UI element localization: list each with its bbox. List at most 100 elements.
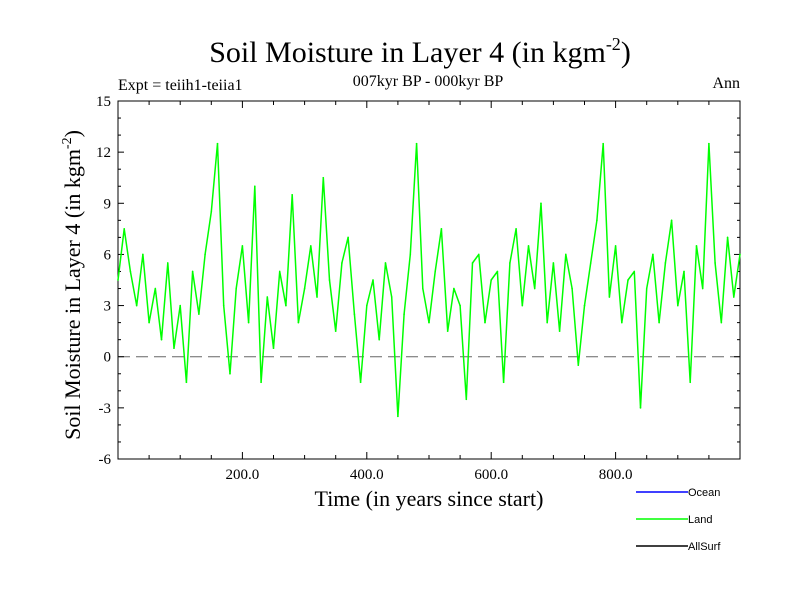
data-point [415, 142, 418, 145]
plot-frame [117, 100, 741, 460]
series-line-land [117, 142, 741, 418]
data-point [297, 321, 300, 324]
data-point [235, 287, 237, 290]
chart-subtitle: 007kyr BP - 000kyr BP [353, 73, 504, 90]
data-point [645, 287, 648, 290]
x-tick-label: 400.0 [350, 467, 384, 483]
data-point [310, 245, 312, 247]
data-point [627, 279, 629, 281]
data-point [558, 330, 561, 332]
data-point [166, 262, 169, 264]
data-point [484, 321, 486, 324]
data-point [204, 253, 206, 256]
data-point [446, 330, 449, 332]
data-point [540, 202, 542, 205]
data-point [384, 262, 387, 264]
data-point [552, 262, 555, 264]
data-point [677, 304, 679, 307]
data-point [154, 287, 157, 290]
data-point [701, 287, 704, 290]
data-point [341, 262, 343, 264]
data-point [571, 287, 573, 290]
data-point [596, 219, 598, 222]
data-point [434, 270, 437, 273]
data-point [521, 304, 524, 307]
data-point [285, 304, 287, 307]
data-point [658, 321, 660, 324]
data-point [353, 313, 356, 315]
data-point [397, 415, 399, 418]
legend-label-ocean: Ocean [688, 487, 720, 499]
data-point [695, 245, 698, 247]
x-tick-label: 200.0 [226, 467, 260, 483]
data-point [328, 279, 331, 281]
data-point [664, 262, 667, 264]
y-tick-label: 15 [96, 94, 111, 110]
y-tick-label: 6 [104, 247, 112, 263]
data-point [515, 228, 517, 230]
chart-title-superscript: -2 [606, 34, 621, 54]
data-point [173, 347, 175, 349]
data-point [247, 321, 250, 324]
season-label: Ann [712, 75, 740, 92]
x-axis-label: Time (in years since start) [315, 486, 544, 511]
data-point [459, 304, 461, 307]
data-point [260, 381, 262, 384]
data-point [142, 253, 144, 256]
data-point [739, 253, 741, 256]
data-point [222, 304, 225, 307]
y-tick-label: 0 [104, 350, 112, 366]
data-point [577, 364, 580, 367]
data-point [652, 253, 654, 256]
data-point [378, 338, 381, 341]
data-point [185, 381, 188, 384]
data-point [496, 270, 499, 273]
data-point [210, 211, 213, 213]
data-point [440, 228, 443, 230]
data-point [714, 262, 716, 264]
chart-title: Soil Moisture in Layer 4 (in kgm-2) [209, 34, 631, 69]
data-point [683, 270, 685, 273]
series-layer [117, 142, 741, 418]
data-point [179, 304, 181, 307]
data-point [732, 296, 735, 298]
data-point [509, 262, 511, 264]
data-point [602, 142, 604, 145]
data-point [254, 185, 256, 188]
y-axis-ticks: -6 -3 0 3 6 9 12 15 [96, 94, 740, 468]
legend-label-land: Land [688, 514, 712, 526]
data-point [334, 330, 337, 332]
data-point [303, 287, 306, 290]
data-point [191, 270, 194, 273]
data-point [229, 372, 231, 375]
data-point [390, 296, 393, 298]
y-tick-label: -3 [99, 401, 112, 417]
data-point [465, 398, 468, 401]
data-point [272, 347, 275, 349]
y-tick-label: 3 [104, 299, 112, 315]
y-axis-label-superscript: -2 [60, 137, 75, 149]
data-point [428, 321, 430, 324]
data-point [117, 279, 119, 281]
data-point [421, 287, 424, 290]
data-point [216, 142, 219, 145]
data-point [316, 296, 318, 298]
data-point [583, 304, 586, 307]
data-point [135, 304, 138, 307]
data-point [546, 321, 548, 324]
y-tick-label: 12 [96, 145, 111, 161]
y-tick-label: 9 [104, 196, 112, 212]
y-axis-label-main: Soil Moisture in Layer 4 (in kgm [60, 149, 85, 440]
x-axis-ticks: 200.0 400.0 600.0 800.0 [148, 101, 710, 483]
data-point [291, 193, 293, 196]
data-point [409, 253, 412, 256]
legend-label-allsurf: AllSurf [688, 541, 721, 553]
data-point [148, 321, 150, 324]
data-point [129, 270, 132, 273]
data-point [372, 279, 374, 281]
data-point [471, 262, 474, 264]
expt-label: Expt = teiih1-teiia1 [118, 77, 243, 94]
y-axis-label-close: ) [60, 130, 85, 137]
y-tick-label: -6 [99, 452, 112, 468]
